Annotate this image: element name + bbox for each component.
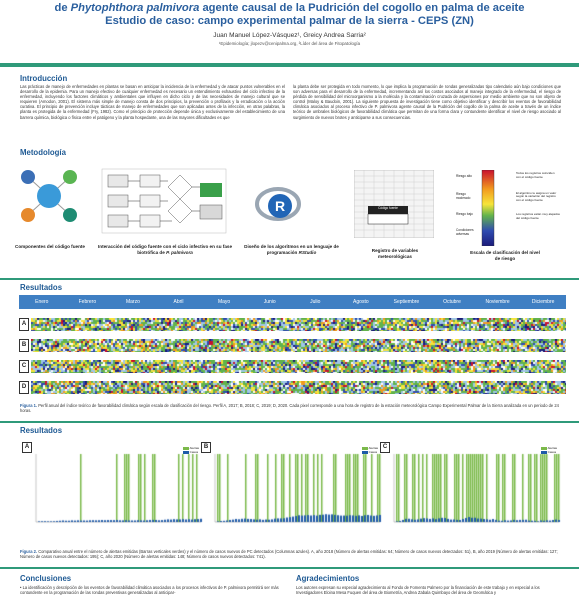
affiliations: ¹Epidemiología; jlopezv@cenipalma.org, ²… [218, 41, 361, 46]
months-bar: Enero Febrero Marzo Abril Mayo Junio Jul… [19, 295, 566, 309]
step3-caption-text: Diseño de los algoritmos en un lenguaje … [244, 244, 339, 255]
authors: Juan Manuel López-Vásquez¹, Greicy Andre… [213, 32, 366, 39]
month-label: Mayo [217, 299, 231, 305]
step2-caption-species: P. palmivora [166, 250, 193, 255]
month-label: Abril [173, 299, 184, 305]
row-tag: C [19, 360, 29, 373]
scale-label-adverse: Condiciones adversas [456, 228, 474, 236]
results1-heading: Resultados [20, 283, 63, 292]
step4-caption: Registro de variables meteorológicas [371, 248, 419, 259]
figure1-caption: Figura 1. Perfil anual del índice teóric… [20, 403, 560, 413]
step3-caption: Diseño de los algoritmos en un lenguaje … [244, 244, 339, 256]
row-tag: D [19, 381, 29, 394]
bottom-rule [0, 567, 579, 569]
month-label: Marzo [125, 299, 140, 305]
figure2-caption: Figura 2. Comparativo anual entre el núm… [20, 549, 560, 559]
chart-canvas [378, 440, 563, 532]
legend-cases: Casos [368, 450, 378, 454]
weather-data-table [354, 170, 434, 238]
intro-col1: Las prácticas de manejo de enfermedades … [20, 84, 285, 120]
step2-caption-text: Interacción del código fuente con el cic… [98, 244, 233, 255]
step3-caption-tool: RStudio [298, 250, 317, 255]
svg-text:R: R [275, 198, 285, 214]
risk-scale-bar [481, 170, 495, 246]
conclusions-heading: Conclusiones [20, 574, 72, 583]
acknowledgements-heading: Agradecimientos [296, 574, 360, 583]
table-title: Código fuente [378, 206, 398, 210]
infection-cycle-diagram [101, 168, 227, 234]
row-tag: B [19, 339, 29, 352]
poster-title-line1: de Phytophthora palmivora agente causal … [0, 0, 579, 15]
figure1-label: Figura 1. [20, 403, 38, 408]
heatmap-row-c: C [19, 360, 566, 373]
chart-tag: B [201, 442, 211, 453]
chart-a: A Alertas Casos [20, 440, 205, 532]
results2-heading: Resultados [20, 426, 63, 435]
title-rest: agente causal de la Pudrición del cogoll… [202, 2, 525, 14]
scale-label-low: Riesgo bajo [456, 212, 473, 216]
month-label: Enero [35, 299, 49, 305]
results2-rule [0, 421, 579, 423]
row-tag: A [19, 318, 29, 331]
heatmap-canvas [31, 339, 566, 352]
legend-alerts: Alertas [368, 446, 378, 450]
month-label: Noviembre [485, 299, 510, 305]
figure1-text: Perfil anual del índice teórico de favor… [20, 403, 559, 413]
chart-c: C Alertas Casos [378, 440, 563, 532]
title-species: Phytophthora palmivora [70, 2, 200, 14]
month-label: Febrero [78, 299, 97, 305]
chart-canvas [199, 440, 384, 532]
figure2-label: Figura 2. [20, 549, 38, 554]
heatmap-canvas [31, 381, 566, 394]
intro-col2: la planta debe ser protegida en todo mom… [293, 84, 561, 120]
risk-scale-notes: Todos los registros coinciden con el cód… [516, 171, 560, 221]
month-label: Diciembre [531, 299, 555, 305]
results1-rule [0, 278, 579, 280]
heatmap-canvas [31, 360, 566, 373]
legend-cases: Casos [547, 450, 557, 454]
poster-header: de Phytophthora palmivora agente causal … [0, 0, 579, 58]
risk-scale-labels: Riesgo alto Riesgo moderado Riesgo bajo … [456, 172, 478, 236]
chart-canvas [20, 440, 205, 532]
conclusions-text: • La identificación y descripción de los… [20, 585, 279, 595]
heatmap-row-b: B [19, 339, 566, 352]
step2-caption: Interacción del código fuente con el cic… [98, 244, 232, 256]
month-label: Septiembre [393, 299, 420, 305]
scale-note-3: Los registros están muy alejados del cód… [516, 211, 560, 220]
legend-alerts: Alertas [189, 446, 199, 450]
metodologia-heading: Metodología [20, 148, 66, 157]
chart-tag: A [22, 442, 32, 453]
month-label: Junio [263, 299, 276, 305]
acknowledgements-text: Los autores expresan su especial agradec… [296, 585, 540, 595]
step1-caption: Componentes del código fuente [15, 244, 85, 249]
figure2-text: Comparativo anual entre el número de ale… [20, 549, 558, 559]
legend-alerts: Alertas [547, 446, 557, 450]
source-code-components-icon [21, 170, 77, 222]
heatmap-row-d: D [19, 381, 566, 394]
heatmap-row-a: A [19, 318, 566, 331]
chart-legend: Alertas Casos [182, 446, 199, 454]
r-logo-icon: R [255, 187, 301, 221]
chart-legend: Alertas Casos [361, 446, 378, 454]
header-rule [0, 63, 579, 67]
chart-legend: Alertas Casos [540, 446, 557, 454]
title-prefix: de [54, 2, 68, 14]
step5-caption: Escala de clasificación del nivel de rie… [470, 250, 540, 261]
chart-b: B Alertas Casos [199, 440, 384, 532]
month-label: Agosto [353, 299, 369, 305]
month-label: Octubre [443, 299, 461, 305]
legend-cases: Casos [189, 450, 199, 454]
scale-note-2: El algoritmo le asigna un valor según la… [516, 190, 557, 203]
heatmap-canvas [31, 318, 566, 331]
scale-label-moderate: Riesgo moderado [456, 192, 471, 200]
poster-title-line2: Estudio de caso: campo experimental palm… [105, 15, 474, 27]
scale-label-high: Riesgo alto [456, 174, 472, 178]
chart-tag: C [380, 442, 390, 453]
month-label: Julio [310, 299, 321, 305]
intro-heading: Introducción [20, 74, 68, 83]
scale-note-1: Todos los registros coinciden con el cód… [516, 171, 555, 179]
